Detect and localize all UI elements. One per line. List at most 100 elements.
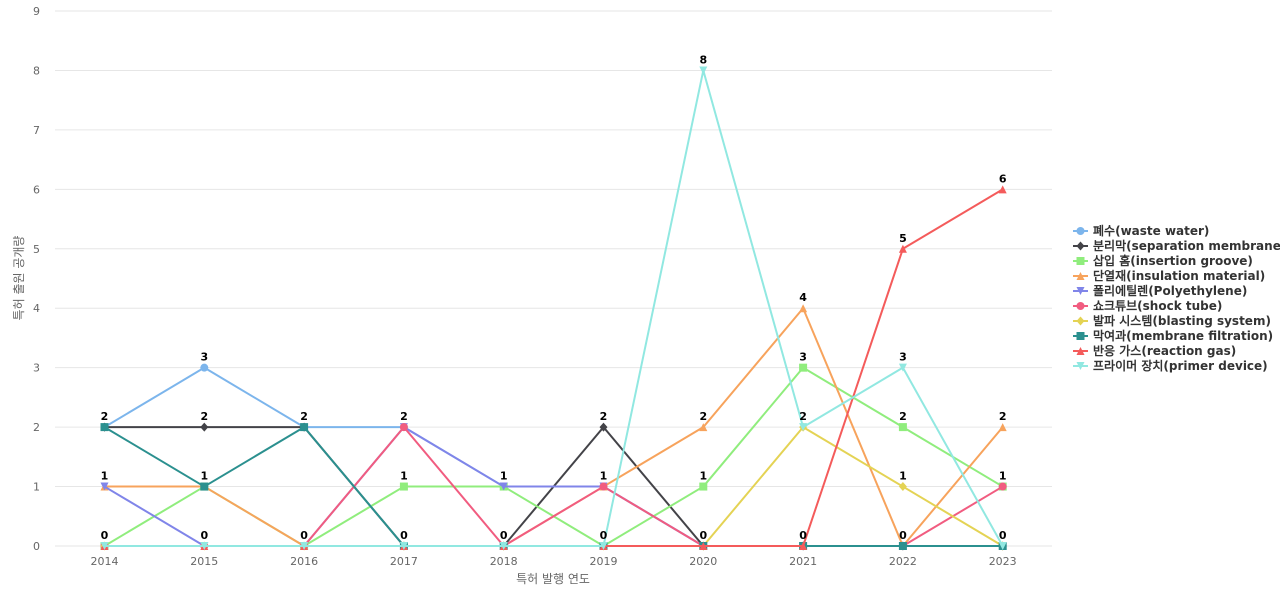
legend-label: 삽입 홈(insertion groove) — [1093, 253, 1253, 268]
data-label: 2 — [999, 410, 1007, 423]
data-point[interactable] — [599, 482, 608, 491]
data-point[interactable] — [599, 422, 608, 432]
grid — [55, 10, 1052, 547]
data-point[interactable] — [699, 542, 708, 550]
data-point[interactable] — [799, 542, 808, 550]
data-point[interactable] — [399, 482, 408, 491]
data-point[interactable] — [200, 422, 209, 432]
data-point[interactable] — [998, 423, 1007, 432]
legend-label: 폴리에틸렌(Polyethylene) — [1093, 283, 1247, 298]
legend-marker — [1076, 227, 1085, 235]
legend-item[interactable]: 삽입 홈(insertion groove) — [1073, 253, 1253, 268]
data-point[interactable] — [100, 482, 109, 491]
data-point[interactable] — [100, 423, 109, 432]
series-9 — [100, 66, 1007, 550]
legend-marker — [1076, 347, 1085, 355]
data-point[interactable] — [399, 542, 408, 550]
data-point[interactable] — [499, 482, 508, 491]
data-label: 3 — [799, 351, 807, 364]
data-point[interactable] — [699, 482, 708, 491]
legend-item[interactable]: 분리막(separation membrane) — [1073, 238, 1280, 253]
data-label: 0 — [200, 529, 208, 542]
legend-item[interactable]: 단열재(insulation material) — [1073, 268, 1265, 283]
y-tick-label: 3 — [33, 362, 40, 375]
data-label: 0 — [101, 529, 109, 542]
data-label: 0 — [300, 529, 308, 542]
x-axis-ticks: 2014 2015 2016 2017 2018 2019 2020 2021 2022 2023 — [91, 555, 1017, 568]
data-label: 1 — [600, 470, 608, 483]
data-point[interactable] — [799, 363, 808, 372]
data-point[interactable] — [399, 423, 408, 432]
series-line[interactable] — [103, 366, 1004, 547]
data-point[interactable] — [898, 423, 907, 432]
data-point[interactable] — [300, 542, 309, 550]
data-point[interactable] — [898, 542, 907, 550]
data-point[interactable] — [699, 423, 708, 432]
data-point[interactable] — [998, 542, 1007, 550]
data-label: 4 — [799, 291, 807, 304]
legend-item[interactable]: 폐수(waste water) — [1073, 223, 1209, 238]
data-point[interactable] — [799, 423, 808, 432]
data-point[interactable] — [898, 363, 907, 372]
data-label: 2 — [200, 410, 208, 423]
data-point[interactable] — [200, 542, 209, 550]
y-tick-label: 0 — [33, 540, 40, 553]
data-label: 0 — [400, 529, 408, 542]
data-label: 6 — [999, 172, 1007, 185]
data-label: 3 — [899, 351, 907, 364]
legend-marker — [1076, 332, 1085, 340]
data-point[interactable] — [599, 542, 608, 550]
series-2 — [100, 363, 1007, 550]
data-point[interactable] — [200, 482, 209, 491]
x-tick-label: 2014 — [91, 555, 119, 568]
legend-item[interactable]: 폴리에틸렌(Polyethylene) — [1073, 283, 1247, 298]
y-axis-title: 특허 출원 공개량 — [12, 236, 26, 321]
data-point[interactable] — [200, 363, 209, 372]
legend-label: 발파 시스템(blasting system) — [1093, 313, 1271, 328]
legend[interactable]: 폐수(waste water)분리막(separation membrane)삽… — [1073, 223, 1280, 373]
series-0 — [100, 363, 1007, 550]
data-point[interactable] — [898, 482, 907, 492]
legend-item[interactable]: 막여과(membrane filtration) — [1073, 328, 1273, 343]
legend-label: 반응 가스(reaction gas) — [1093, 343, 1236, 358]
y-tick-label: 2 — [33, 421, 40, 434]
data-label: 3 — [200, 351, 208, 364]
x-tick-label: 2016 — [290, 555, 318, 568]
series-line[interactable] — [103, 366, 1004, 547]
data-point[interactable] — [499, 542, 508, 550]
y-tick-label: 7 — [33, 124, 40, 137]
x-axis-title: 특허 발행 연도 — [516, 571, 590, 586]
legend-item[interactable]: 발파 시스템(blasting system) — [1073, 313, 1271, 328]
data-point[interactable] — [300, 423, 309, 432]
legend-label: 쇼크튜브(shock tube) — [1093, 299, 1222, 313]
data-label: 2 — [400, 410, 408, 423]
data-point[interactable] — [998, 185, 1007, 194]
data-point[interactable] — [100, 542, 109, 550]
data-label: 2 — [699, 410, 707, 423]
legend-item[interactable]: 프라이머 장치(primer device) — [1073, 358, 1268, 373]
data-label: 0 — [799, 529, 807, 542]
y-tick-label: 8 — [33, 64, 40, 77]
data-label: 2 — [899, 410, 907, 423]
data-point[interactable] — [998, 482, 1007, 491]
data-label: 1 — [200, 470, 208, 483]
legend-label: 막여과(membrane filtration) — [1093, 328, 1273, 343]
data-label: 2 — [101, 410, 109, 423]
legend-item[interactable]: 쇼크튜브(shock tube) — [1073, 299, 1222, 313]
data-label: 2 — [600, 410, 608, 423]
data-labels: 0 1 2 0 1 2 3 0 2 0 1 2 0 1 0 1 2 0 1 2 8 0 2 3 4 0 1 2 3 5 0 1 2 6 — [101, 53, 1007, 542]
legend-marker — [1076, 316, 1085, 326]
x-tick-label: 2023 — [989, 555, 1017, 568]
y-tick-label: 1 — [33, 481, 40, 494]
legend-item[interactable]: 반응 가스(reaction gas) — [1073, 343, 1236, 358]
data-point[interactable] — [898, 244, 907, 253]
data-point[interactable] — [699, 66, 708, 75]
y-tick-label: 6 — [33, 183, 40, 196]
data-label: 8 — [699, 53, 707, 66]
series-line[interactable] — [103, 69, 1004, 547]
data-label: 0 — [699, 529, 707, 542]
data-point[interactable] — [799, 304, 808, 313]
data-label: 0 — [999, 529, 1007, 542]
data-label: 1 — [101, 470, 109, 483]
